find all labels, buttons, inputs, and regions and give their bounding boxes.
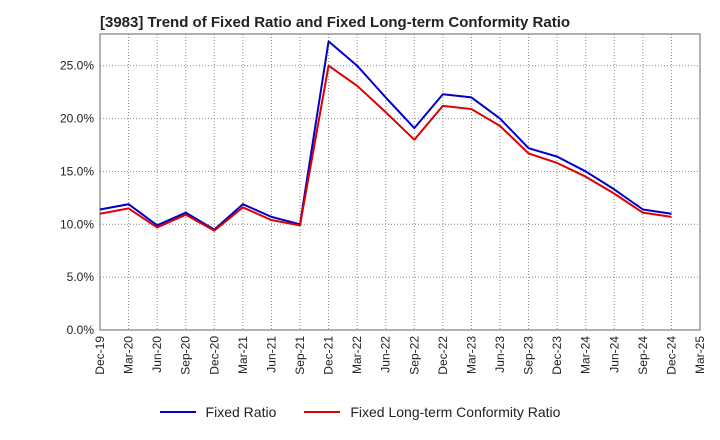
legend-label-fixed-ratio: Fixed Ratio [205, 404, 277, 420]
x-tick-label: Sep-20 [179, 336, 193, 375]
x-tick-label: Mar-21 [236, 336, 250, 374]
x-tick-label: Sep-21 [293, 336, 307, 375]
y-tick-label: 15.0% [60, 164, 94, 178]
x-tick-label: Dec-21 [322, 336, 336, 375]
x-tick-label: Mar-22 [350, 336, 364, 374]
x-tick-label: Jun-23 [493, 336, 507, 373]
chart-title: [3983] Trend of Fixed Ratio and Fixed Lo… [100, 14, 571, 31]
x-tick-label: Sep-22 [407, 336, 421, 375]
x-tick-label: Mar-24 [579, 336, 593, 374]
y-tick-label: 25.0% [60, 59, 94, 73]
x-tick-label: Mar-25 [693, 336, 707, 374]
y-tick-label: 0.0% [67, 323, 95, 337]
series-line-fixed-ratio [99, 40, 672, 231]
x-tick-label: Jun-22 [379, 336, 393, 373]
legend-label-conformity-ratio: Fixed Long-term Conformity Ratio [350, 404, 561, 420]
y-tick-label: 10.0% [60, 217, 94, 231]
y-tick-label: 5.0% [67, 270, 95, 284]
legend-swatch-conformity-ratio [304, 411, 341, 413]
x-tick-label: Dec-23 [550, 336, 564, 375]
y-tick-label: 20.0% [60, 112, 94, 126]
line-chart: 0.0% 5.0% 10.0% 15.0% 20.0% 25.0% Dec-19 Mar-20… [60, 33, 707, 375]
x-tick-label: Sep-23 [522, 336, 536, 375]
series-line-conformity-ratio [99, 64, 672, 232]
x-tick-label: Dec-22 [436, 336, 450, 375]
legend-item-conformity-ratio: Fixed Long-term Conformity Ratio [304, 404, 560, 420]
x-tick-label: Jun-24 [607, 336, 621, 373]
plot-frame [99, 33, 701, 331]
x-tick-label: Dec-19 [93, 336, 107, 375]
x-tick-label: Jun-20 [150, 336, 164, 373]
legend-swatch-fixed-ratio [159, 411, 196, 413]
x-tick-label: Mar-23 [464, 336, 478, 374]
x-tick-label: Sep-24 [636, 336, 650, 375]
x-tick-label: Jun-21 [264, 336, 278, 373]
legend: Fixed Ratio Fixed Long-term Conformity R… [0, 404, 720, 420]
x-tick-label: Mar-20 [122, 336, 136, 374]
legend-item-fixed-ratio: Fixed Ratio [159, 404, 277, 420]
x-tick-label: Dec-24 [664, 336, 678, 375]
x-tick-label: Dec-20 [207, 336, 221, 375]
